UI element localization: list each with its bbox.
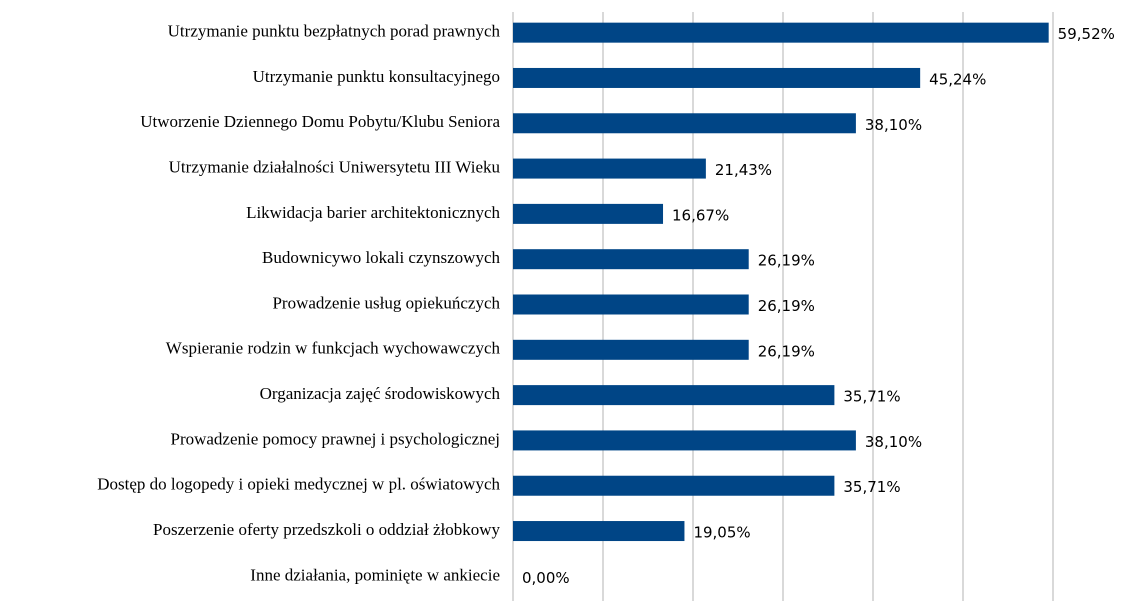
data-label: 35,71%: [843, 388, 900, 406]
data-label: 38,10%: [865, 433, 922, 451]
bar: [513, 339, 749, 360]
y-tick-label: Utrzymanie punktu bezpłatnych porad praw…: [168, 22, 501, 41]
y-tick-label: Poszerzenie oferty przedszkoli o oddział…: [153, 520, 500, 539]
data-label: 35,71%: [843, 478, 900, 496]
y-tick-label: Organizacja zajęć środowiskowych: [260, 384, 501, 403]
y-tick-label: Dostęp do logopedy i opieki medycznej w …: [97, 475, 500, 494]
bar: [513, 385, 835, 406]
bar: [513, 521, 685, 542]
bar: [513, 475, 835, 496]
bar: [513, 67, 921, 88]
data-label: 59,52%: [1058, 25, 1115, 43]
data-label: 26,19%: [758, 252, 815, 270]
y-tick-label: Utworzenie Dziennego Domu Pobytu/Klubu S…: [140, 112, 500, 131]
data-label: 16,67%: [672, 206, 729, 224]
data-label: 38,10%: [865, 116, 922, 134]
bar: [513, 203, 664, 224]
y-tick-label: Utrzymanie punktu konsultacyjnego: [253, 67, 500, 86]
y-tick-label: Budownicywo lokali czynszowych: [262, 248, 500, 267]
bar: [513, 113, 856, 134]
data-label: 26,19%: [758, 342, 815, 360]
y-tick-label: Likwidacja barier architektonicznych: [246, 203, 500, 222]
data-label: 19,05%: [693, 524, 750, 542]
y-tick-label: Utrzymanie działalności Uniwersytetu III…: [169, 157, 501, 176]
bar: [513, 22, 1049, 43]
data-label: 21,43%: [715, 161, 772, 179]
data-label: 0,00%: [522, 569, 570, 587]
data-label: 26,19%: [758, 297, 815, 315]
bar: [513, 294, 749, 315]
y-tick-label: Wspieranie rodzin w funkcjach wychowawcz…: [166, 339, 501, 358]
y-tick-label: Inne działania, pominięte w ankiecie: [250, 565, 500, 584]
data-label: 45,24%: [929, 70, 986, 88]
bar: [513, 158, 706, 179]
bar: [513, 249, 749, 270]
y-tick-label: Prowadzenie pomocy prawnej i psychologic…: [170, 429, 500, 448]
y-tick-label: Prowadzenie usług opiekuńczych: [272, 293, 500, 312]
bar: [513, 430, 856, 451]
